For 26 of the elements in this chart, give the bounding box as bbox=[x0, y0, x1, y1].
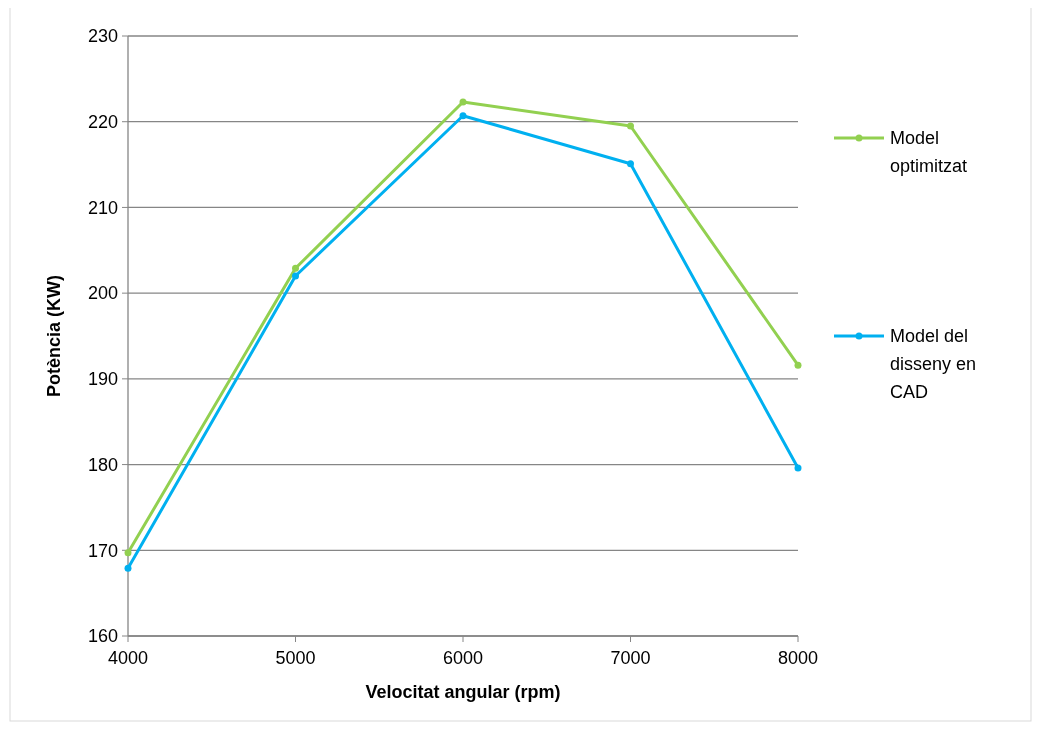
y-tick-label: 190 bbox=[87, 369, 118, 390]
point bbox=[794, 464, 802, 472]
y-axis-title: Potència (KW) bbox=[44, 274, 64, 398]
y-tick-label: 220 bbox=[87, 112, 118, 133]
y-tick-label: 200 bbox=[87, 283, 118, 304]
y-tick-label: 160 bbox=[87, 626, 118, 647]
x-tick-label: 4000 bbox=[107, 648, 149, 668]
point bbox=[627, 122, 634, 130]
y-tick-label: 210 bbox=[87, 197, 118, 218]
x-tick-label: 7000 bbox=[610, 648, 651, 668]
point bbox=[292, 272, 299, 280]
legend-label: Model del disseny en CAD bbox=[890, 326, 977, 403]
point bbox=[124, 564, 132, 572]
y-tick-label: 170 bbox=[87, 540, 118, 561]
y-tick-label: 180 bbox=[87, 454, 118, 475]
x-tick-label: 5000 bbox=[275, 648, 316, 668]
point bbox=[627, 160, 634, 168]
point bbox=[459, 98, 467, 106]
point bbox=[459, 112, 467, 120]
y-tick-label: 230 bbox=[87, 26, 118, 47]
x-tick-label: 6000 bbox=[442, 648, 484, 668]
x-axis-title: Velocitat angular (rpm) bbox=[365, 682, 561, 702]
point bbox=[292, 264, 299, 272]
point bbox=[794, 361, 802, 369]
legend-label: Model optimitzat bbox=[890, 128, 968, 177]
x-tick-label: 8000 bbox=[777, 648, 819, 668]
